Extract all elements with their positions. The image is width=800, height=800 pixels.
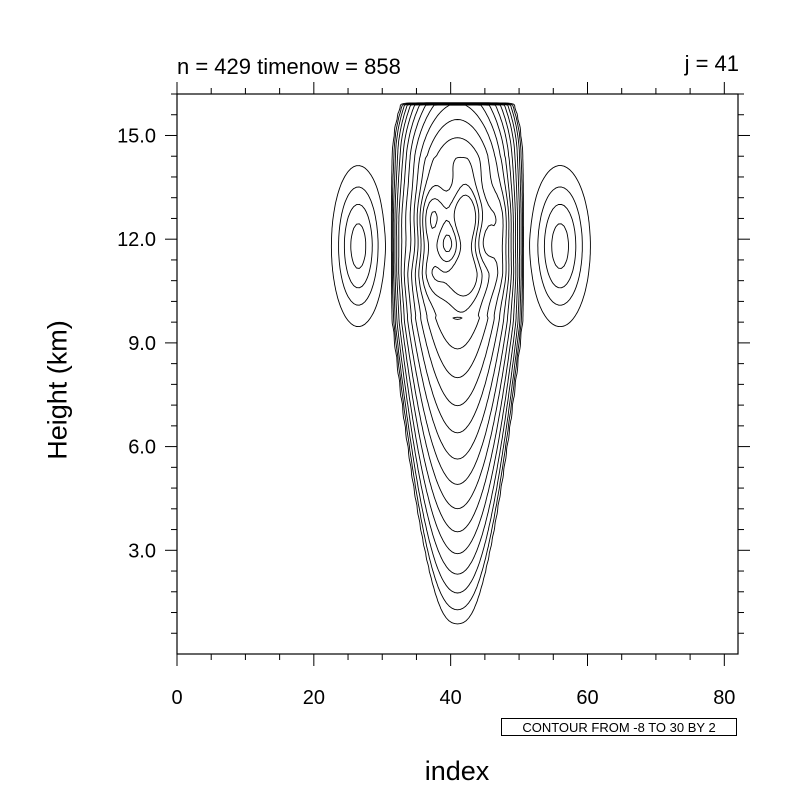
contour-line-positive	[414, 119, 504, 407]
contour-line-negative	[343, 203, 577, 289]
x-tick-label: 40	[440, 687, 462, 709]
contour-line-positive	[391, 102, 523, 611]
y-tick-label: 3.0	[128, 540, 156, 562]
contour-line-positive	[411, 104, 507, 434]
contour-line-positive	[398, 103, 517, 533]
chart-title-right: j = 41	[684, 51, 739, 76]
contour-info-box: CONTOUR FROM -8 TO 30 BY 2	[501, 718, 737, 736]
contour-line-positive	[392, 102, 522, 594]
y-tick-label: 12.0	[117, 229, 156, 251]
contour-line-positive	[429, 194, 478, 297]
contour-line-positive	[396, 103, 519, 555]
contour-line-positive	[421, 156, 490, 350]
contour-line-positive	[407, 104, 510, 460]
contour-line-positive	[390, 102, 524, 625]
contour-line-positive	[403, 104, 512, 485]
contour-line-negative	[338, 186, 583, 306]
plot-frame	[176, 93, 739, 655]
y-tick-label: 9.0	[128, 333, 156, 355]
x-tick-label: 60	[576, 687, 598, 709]
contour-line-positive	[418, 137, 499, 379]
x-tick-label: 20	[303, 687, 325, 709]
x-axis-label: index	[424, 756, 490, 786]
contour-line-positive	[400, 103, 515, 510]
contour-line-positive	[425, 183, 483, 320]
x-tick-label: 80	[713, 687, 735, 709]
chart-title-left: n = 429 timenow = 858	[177, 54, 401, 79]
y-tick-label: 6.0	[128, 437, 156, 459]
y-tick-label: 15.0	[117, 125, 156, 147]
contour-line-negative	[330, 165, 591, 328]
contour-line-negative	[350, 223, 569, 269]
x-tick-label: 0	[171, 687, 182, 709]
contour-line-positive	[394, 103, 521, 575]
